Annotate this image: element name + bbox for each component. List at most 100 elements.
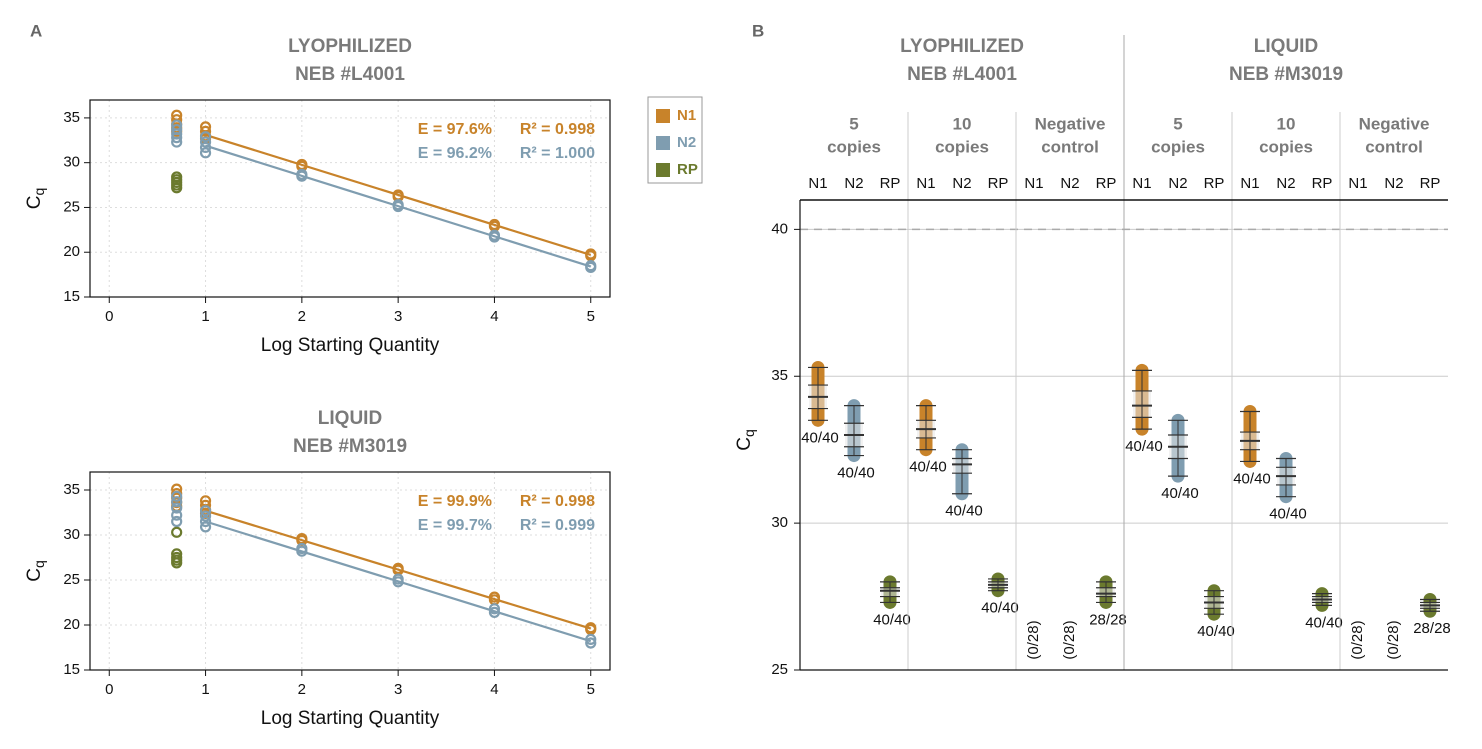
subgroup-label: 5 (849, 114, 858, 133)
data-point (199, 510, 212, 522)
subgroup-label: copies (1151, 137, 1205, 156)
column-label: N1 (1132, 175, 1151, 192)
r2-annotation: R² = 0.998 (520, 493, 595, 510)
column-label: RP (1312, 175, 1333, 192)
column-label: N1 (1348, 175, 1367, 192)
y-tick-label: 30 (63, 526, 80, 543)
count-label: (0/28) (1385, 620, 1402, 659)
column-label: N2 (1384, 175, 1403, 192)
x-tick-label: 5 (587, 681, 595, 698)
count-label: 40/40 (909, 459, 947, 476)
y-axis-label: Cq (734, 429, 757, 451)
count-label: (0/28) (1025, 620, 1042, 659)
y-tick-label: 25 (63, 571, 80, 588)
y-tick-label: 20 (63, 243, 80, 260)
column-label: N2 (952, 175, 971, 192)
x-tick-label: 0 (105, 681, 113, 698)
subgroup-label: 5 (1173, 114, 1182, 133)
data-point (199, 147, 212, 159)
count-label: (0/28) (1061, 620, 1078, 659)
column-label: N2 (1276, 175, 1295, 192)
data-point (171, 515, 183, 528)
y-tick-label: 15 (63, 288, 80, 305)
column-label: N1 (1024, 175, 1043, 192)
x-tick-label: 3 (394, 681, 402, 698)
data-point (171, 526, 183, 538)
subgroup-label: copies (935, 137, 989, 156)
subgroup-label: copies (1259, 137, 1313, 156)
data-point (171, 132, 183, 144)
y-axis-label-subscript: q (31, 188, 47, 196)
efficiency-annotation: E = 99.9% (418, 493, 492, 510)
x-tick-label: 1 (201, 308, 209, 325)
group-subtitle: NEB #M3019 (1229, 64, 1343, 85)
y-axis-label-subscript: q (31, 560, 47, 568)
x-tick-label: 2 (298, 308, 306, 325)
r2-annotation: R² = 0.998 (520, 121, 595, 138)
y-tick-label: 15 (63, 661, 80, 678)
data-point (296, 545, 308, 557)
count-label: 40/40 (981, 600, 1019, 617)
chart-title: LIQUID (318, 408, 382, 429)
data-point (171, 502, 183, 514)
count-label: 40/40 (801, 429, 839, 446)
data-point (199, 136, 212, 148)
x-tick-label: 4 (490, 308, 498, 325)
count-label: 40/40 (837, 465, 875, 482)
count-label: 40/40 (1233, 470, 1271, 487)
subgroup-label: control (1041, 137, 1099, 156)
chart-title: LYOPHILIZED (288, 36, 412, 57)
count-label: 28/28 (1413, 620, 1451, 637)
count-label: 40/40 (1269, 506, 1307, 523)
data-point (171, 557, 183, 569)
data-point (199, 141, 212, 154)
column-label: N2 (1168, 175, 1187, 192)
y-tick-label: 25 (771, 661, 788, 678)
x-tick-label: 2 (298, 681, 306, 698)
group-title: LYOPHILIZED (900, 36, 1024, 57)
subgroup-label: copies (827, 137, 881, 156)
data-point (296, 170, 308, 182)
chart-subtitle: NEB #M3019 (293, 436, 407, 457)
legend-label: N2 (677, 134, 696, 151)
x-tick-label: 1 (201, 681, 209, 698)
column-label: N1 (1240, 175, 1259, 192)
data-point (392, 200, 404, 213)
y-tick-label: 35 (771, 367, 788, 384)
count-label: 40/40 (1161, 485, 1199, 502)
data-point (171, 136, 183, 148)
chart-subtitle: NEB #L4001 (295, 64, 405, 85)
y-tick-label: 30 (771, 514, 788, 531)
legend-label: N1 (677, 107, 696, 124)
data-point (171, 496, 183, 508)
column-label: RP (1096, 175, 1117, 192)
column-label: N2 (844, 175, 863, 192)
data-point (199, 131, 212, 143)
data-point (171, 490, 183, 502)
data-point (585, 261, 597, 274)
x-tick-label: 4 (490, 681, 498, 698)
data-point (199, 125, 212, 137)
panel-label: B (752, 21, 764, 40)
count-label: 40/40 (873, 611, 911, 628)
fit-line (205, 144, 592, 268)
subgroup-label: 10 (953, 114, 972, 133)
data-point (171, 182, 183, 194)
data-point (488, 603, 501, 615)
legend-label: RP (677, 161, 698, 178)
data-point (199, 515, 212, 528)
plot-frame (89, 471, 611, 671)
data-point (488, 231, 501, 243)
column-label: RP (1204, 175, 1225, 192)
y-tick-label: 25 (63, 198, 80, 215)
subgroup-label: 10 (1277, 114, 1296, 133)
group-title: LIQUID (1254, 36, 1318, 57)
r2-annotation: R² = 0.999 (520, 517, 595, 534)
y-tick-label: 20 (63, 616, 80, 633)
count-label: 40/40 (1125, 438, 1163, 455)
x-tick-label: 0 (105, 308, 113, 325)
y-axis-label-subscript: q (741, 429, 757, 437)
subgroup-label: Negative (1035, 114, 1106, 133)
count-label: 40/40 (1305, 614, 1343, 631)
